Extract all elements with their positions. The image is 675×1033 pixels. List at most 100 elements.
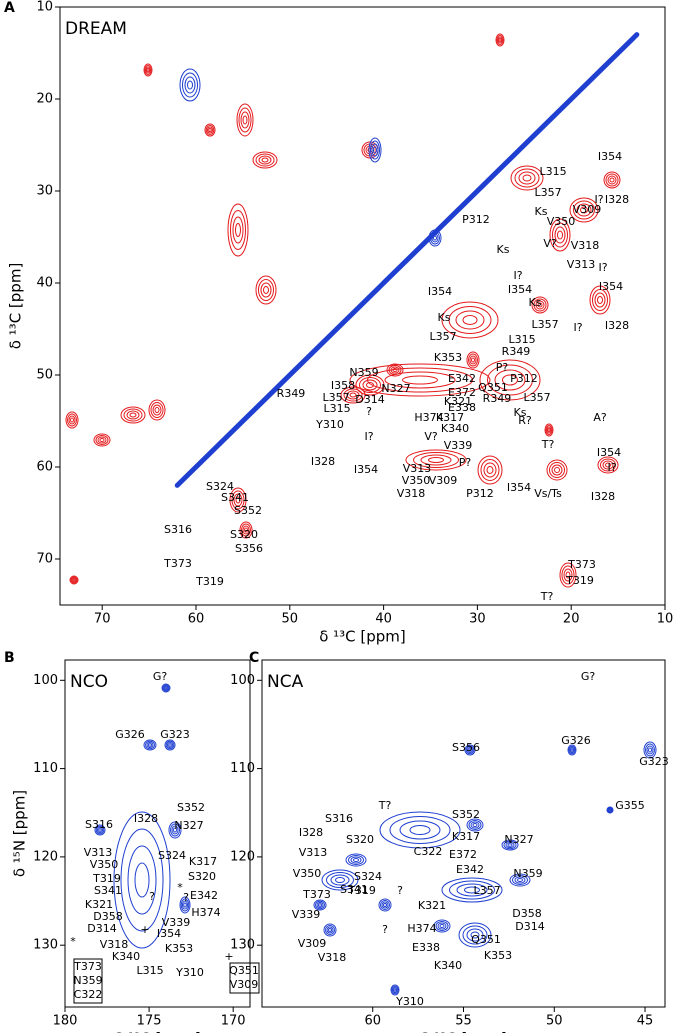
peak-label: S352 (177, 801, 205, 814)
peak-label: R349 (502, 345, 531, 358)
peak-label: I354 (508, 283, 532, 296)
contour (464, 744, 476, 756)
contour (235, 223, 241, 237)
peak-label: I328 (299, 826, 323, 839)
contour (326, 872, 354, 888)
x-tick-label: 70 (94, 612, 111, 627)
contour (204, 123, 216, 137)
peak-label: P312 (510, 372, 538, 385)
contour (428, 229, 442, 247)
contour (497, 36, 503, 44)
contour (464, 886, 480, 894)
contour (345, 853, 367, 867)
y-tick-label: 120 (33, 849, 58, 864)
contour (554, 467, 560, 473)
contour (495, 33, 505, 47)
peak-label: D358 (512, 907, 541, 920)
y-axis-label: δ ¹³C [ppm] (7, 263, 25, 350)
y-tick-label: 100 (230, 673, 255, 688)
x-tick-label: 45 (637, 1014, 654, 1029)
peak-label: I? (513, 269, 522, 282)
contour (146, 68, 150, 72)
contour (409, 825, 431, 835)
peak-label: L315 (323, 402, 350, 415)
peak-label: I? (573, 321, 582, 334)
peak-label: S320 (188, 870, 216, 883)
contour (480, 459, 500, 481)
contour (551, 464, 563, 476)
x-axis-label: δ ¹³C [ppm] (420, 1030, 507, 1033)
contour (510, 165, 544, 191)
contour (113, 811, 171, 949)
contour (370, 140, 380, 160)
x-axis-label: δ ¹³C [ppm] (319, 628, 406, 646)
contour (258, 279, 274, 301)
contour (229, 487, 247, 513)
contour (646, 745, 654, 755)
contour (183, 902, 187, 908)
peak-label: V313 (84, 846, 113, 859)
peak-label: G323 (639, 755, 669, 768)
panel-title: NCA (267, 672, 304, 692)
contour (162, 684, 170, 692)
peak-label: V309 (573, 203, 602, 216)
peak-label: P312 (466, 487, 494, 500)
contour (95, 435, 109, 445)
contour (645, 743, 655, 757)
contour (381, 901, 389, 909)
peak-label: S341 (221, 491, 249, 504)
peak-label: E338 (448, 401, 476, 414)
peak-label: * (70, 935, 76, 948)
contour (449, 880, 495, 900)
peak-label: Q351 (471, 933, 501, 946)
contour (565, 571, 571, 579)
peak-label: K353 (165, 942, 193, 955)
plot-frame (64, 659, 251, 1008)
contour (470, 821, 480, 829)
peak-label: Ks (529, 296, 542, 309)
contour (608, 808, 612, 812)
peak-label: + (224, 950, 233, 963)
contour (549, 218, 571, 252)
contour (70, 576, 78, 584)
contour (507, 843, 513, 847)
contour (164, 739, 176, 751)
y-tick-label: 100 (33, 673, 58, 688)
contour (469, 355, 477, 365)
peak-label: V350 (402, 474, 431, 487)
contour (240, 111, 250, 129)
contour (441, 877, 503, 903)
peak-label: K340 (434, 959, 462, 972)
peak-label: I358 (331, 379, 355, 392)
peak-label: I354 (598, 150, 622, 163)
contour (168, 743, 172, 747)
contour (179, 68, 201, 102)
contour (568, 745, 576, 755)
peak-label: K353 (484, 949, 512, 962)
peak-label: R349 (483, 392, 512, 405)
panel: 70 60 50 40 30 20 10 10 20 30 40 50 60 70 δ ¹³C [ppm] δ… (4, 0, 673, 646)
peak-label: L315 (136, 964, 163, 977)
peak-label: Q351 (478, 381, 508, 394)
contour (343, 388, 363, 402)
x-tick-label: 60 (188, 612, 205, 627)
peak-label: T319 (92, 872, 121, 885)
peak-label: P? (496, 361, 509, 374)
contour (608, 808, 612, 812)
peak-label: V350 (90, 858, 119, 871)
peak-label: T373 (302, 888, 331, 901)
contour (479, 359, 541, 401)
peak-label: R? (518, 414, 532, 427)
x-tick-label: 10 (657, 612, 674, 627)
x-tick-label: 175 (137, 1014, 162, 1029)
contour (433, 235, 437, 241)
peak-label: V313 (299, 846, 328, 859)
contour (182, 900, 188, 910)
contour (321, 869, 359, 891)
panel: 180 175 170 100 110 120 130 δ ¹³C [ppm] δ ¹⁵N [p… (4, 650, 260, 1033)
contour (545, 425, 553, 435)
contour (379, 811, 461, 849)
contour (518, 171, 536, 185)
label-box (229, 962, 260, 994)
